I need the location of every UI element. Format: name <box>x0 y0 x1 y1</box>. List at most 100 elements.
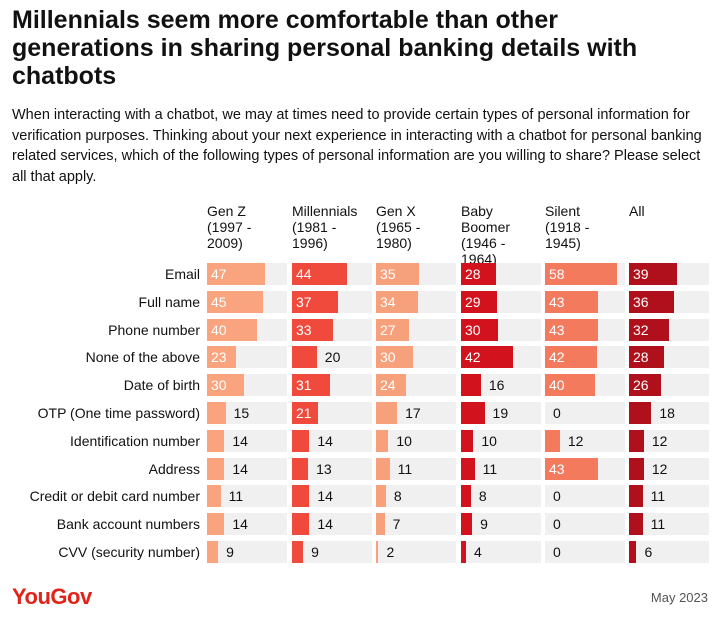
bar <box>629 263 678 285</box>
value-label: 12 <box>651 432 668 449</box>
value-label: 12 <box>567 432 584 449</box>
bar <box>207 346 236 369</box>
row-label: Bank account numbers <box>56 516 200 533</box>
bar <box>461 290 497 313</box>
bar-track <box>461 513 541 536</box>
value-label: 40 <box>549 377 565 394</box>
bar <box>461 429 474 452</box>
bar <box>376 457 390 480</box>
bar <box>207 402 226 424</box>
bar <box>461 541 466 563</box>
bar-track <box>207 541 287 563</box>
column-header: Silent (1918 - 1945) <box>545 203 590 251</box>
bar <box>461 374 481 397</box>
value-label: 44 <box>296 266 312 282</box>
bar-track <box>376 429 456 452</box>
value-label: 30 <box>465 321 481 338</box>
value-label: 26 <box>633 377 649 394</box>
bar-track <box>629 457 709 480</box>
value-label: 11 <box>228 488 244 505</box>
value-label: 11 <box>650 488 666 505</box>
bar <box>461 457 475 480</box>
bar <box>292 541 304 563</box>
value-label: 42 <box>465 349 481 366</box>
bar-track <box>545 541 625 563</box>
bar <box>207 429 225 452</box>
bar-track <box>207 485 287 508</box>
bar <box>629 318 669 341</box>
bar <box>376 485 386 508</box>
bar-track <box>292 541 372 563</box>
bar-track <box>207 457 287 480</box>
bar-track <box>629 541 709 563</box>
bar <box>292 374 331 397</box>
value-label: 9 <box>311 544 319 560</box>
value-label: 42 <box>549 349 565 366</box>
value-label: 14 <box>232 516 248 533</box>
bar <box>292 290 338 313</box>
bar <box>629 429 644 452</box>
value-label: 20 <box>324 349 341 366</box>
value-label: 6 <box>644 544 653 560</box>
bar <box>461 513 473 536</box>
value-label: 13 <box>316 460 332 477</box>
bar <box>629 290 674 313</box>
value-label: 27 <box>380 321 396 338</box>
bar-track <box>292 457 372 480</box>
row-label: None of the above <box>85 349 200 366</box>
value-label: 16 <box>488 377 505 394</box>
bar-track <box>207 429 287 452</box>
bar <box>545 457 599 480</box>
value-label: 23 <box>211 349 227 366</box>
row-label: Identification number <box>70 432 200 449</box>
date: May 2023 <box>650 590 708 605</box>
row-label: OTP (One time password) <box>37 405 200 421</box>
bar <box>207 290 263 313</box>
bar <box>629 374 662 397</box>
bar <box>207 374 245 397</box>
bar <box>629 346 664 369</box>
value-label: 43 <box>549 293 565 310</box>
bar <box>292 346 317 369</box>
bar <box>207 457 225 480</box>
bar <box>292 513 310 536</box>
bar-track <box>207 402 287 424</box>
bar <box>376 541 379 563</box>
bar-track <box>545 485 625 508</box>
bar-track <box>292 429 372 452</box>
bar-track <box>376 457 456 480</box>
value-label: 9 <box>226 544 234 560</box>
bar <box>207 541 219 563</box>
logo: YouGov <box>12 584 92 609</box>
bar <box>207 263 266 285</box>
bar <box>545 290 599 313</box>
value-label: 4 <box>473 544 482 560</box>
value-label: 39 <box>633 266 649 282</box>
value-label: 32 <box>633 321 649 338</box>
row-label: Date of birth <box>123 377 200 394</box>
value-label: 34 <box>380 293 396 310</box>
bar <box>207 513 225 536</box>
column-header: All <box>629 203 645 219</box>
bar <box>207 485 221 508</box>
bar-track <box>461 429 541 452</box>
value-label: 0 <box>553 544 561 560</box>
bar <box>207 318 257 341</box>
value-label: 2 <box>386 544 395 560</box>
column-header: Gen Z (1997 - 2009) <box>207 203 252 251</box>
bar <box>376 290 419 313</box>
bar <box>629 485 643 508</box>
value-label: 24 <box>380 377 396 394</box>
bar-track <box>292 485 372 508</box>
value-label: 35 <box>380 266 396 282</box>
value-label: 0 <box>553 405 561 421</box>
bar-track <box>461 374 541 397</box>
value-label: 28 <box>465 266 481 282</box>
value-label: 30 <box>211 377 227 394</box>
bar <box>545 374 595 397</box>
value-label: 14 <box>317 432 333 449</box>
bar <box>376 346 414 369</box>
column-header: Baby Boomer (1946 - 1964) <box>461 203 511 267</box>
bar <box>545 429 560 452</box>
bar <box>292 429 310 452</box>
